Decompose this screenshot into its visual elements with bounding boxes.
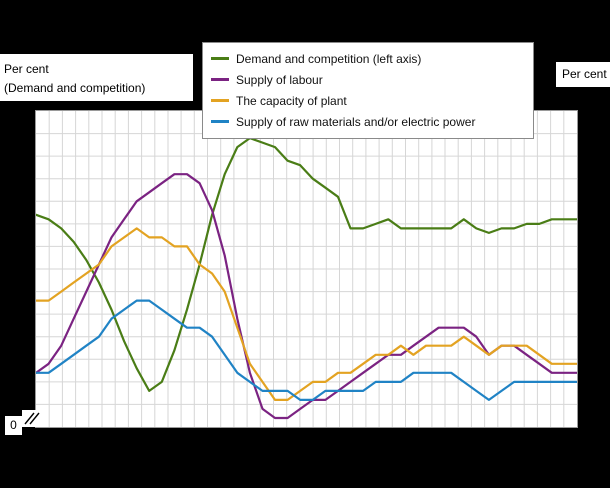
legend: Demand and competition (left axis) Supply… [202, 42, 534, 139]
legend-item[interactable]: The capacity of plant [211, 90, 525, 111]
legend-label: Supply of labour [236, 72, 323, 87]
legend-item[interactable]: Supply of raw materials and/or electric … [211, 111, 525, 132]
legend-swatch-line [211, 78, 229, 81]
legend-item[interactable]: Demand and competition (left axis) [211, 48, 525, 69]
axis-break-icon [22, 410, 42, 427]
zero-label-text: 0 [10, 418, 17, 432]
legend-swatch-line [211, 120, 229, 123]
left-axis-title-line1: Per cent [4, 62, 49, 76]
plot-area [35, 110, 578, 428]
right-axis-title-text: Per cent [562, 67, 607, 81]
left-axis-title-line2: (Demand and competition) [4, 80, 146, 95]
y-axis-zero-label: 0 [5, 416, 22, 435]
legend-swatch-line [211, 99, 229, 102]
legend-label: Supply of raw materials and/or electric … [236, 114, 476, 129]
chart-svg [36, 111, 577, 427]
legend-swatch-line [211, 57, 229, 60]
legend-item[interactable]: Supply of labour [211, 69, 525, 90]
legend-label: Demand and competition (left axis) [236, 51, 422, 66]
legend-list: Demand and competition (left axis) Supply… [211, 48, 525, 132]
left-axis-title: Per cent (Demand and competition) [0, 54, 193, 101]
legend-label: The capacity of plant [236, 93, 347, 108]
right-axis-title: Per cent [556, 62, 610, 87]
